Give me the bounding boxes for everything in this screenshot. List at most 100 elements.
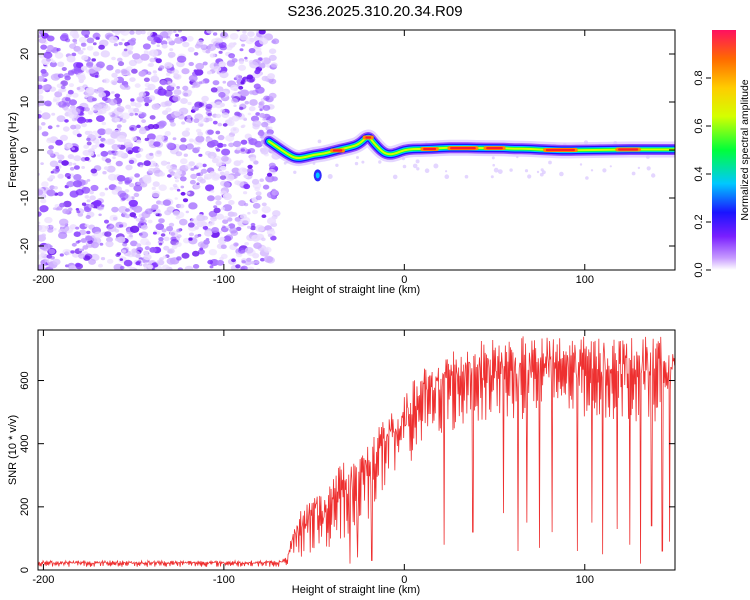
noise-blob [103,166,109,171]
noise-blob [73,155,82,162]
noise-blob [261,202,267,207]
noise-blob [99,191,106,197]
noise-blob [121,38,125,42]
noise-blob [147,124,155,130]
noise-speck [590,169,594,172]
noise-blob [222,219,229,225]
noise-blob [90,184,99,192]
noise-blob [67,89,74,95]
noise-blob [105,240,114,248]
noise-blob [118,42,123,46]
noise-blob [119,265,125,270]
noise-blob [149,57,156,63]
y-tick-label: -10 [19,190,31,206]
noise-blob [130,37,137,42]
noise-blob [164,61,173,69]
y-tick-label: 0 [19,567,31,573]
noise-blob [206,70,212,75]
noise-blob [101,204,105,207]
noise-blob [250,222,256,227]
noise-blob [219,171,225,176]
noise-speck [524,169,529,173]
noise-blob [221,148,231,156]
noise-blob [78,248,83,251]
noise-blob [143,77,150,83]
noise-blob [73,41,78,45]
noise-blob [263,255,273,263]
noise-blob [120,112,130,120]
noise-blob [254,260,260,264]
noise-speck [491,156,495,160]
noise-blob [244,59,249,62]
noise-blob [229,227,238,234]
spectrogram-y-ticks: -20 -10 0 10 20 [19,48,675,254]
noise-blob [252,120,262,128]
x-tick-label: 100 [576,574,594,586]
noise-blob [91,58,96,62]
noise-blob [51,112,56,116]
noise-blob [160,160,168,166]
noise-blob [147,167,156,174]
noise-blob [77,239,81,243]
noise-blob [161,44,168,49]
noise-blob [175,242,182,247]
noise-blob [48,248,56,255]
noise-blob [124,84,129,88]
noise-blob [92,130,98,135]
noise-blob [38,87,44,95]
noise-blob [114,30,120,36]
noise-speck [637,166,641,170]
noise-blob [133,205,143,213]
noise-blob [173,89,182,96]
noise-speck [356,156,359,159]
noise-blob [196,162,203,168]
noise-speck [631,171,636,176]
noise-speck [559,171,564,177]
noise-blob [143,254,152,261]
noise-blob [126,66,133,72]
x-tick-label: 0 [401,274,407,286]
noise-blob [247,164,253,169]
noise-blob [60,85,66,90]
noise-blob [216,259,225,266]
noise-blob [111,72,118,78]
noise-blob [170,232,176,236]
noise-blob [163,236,170,242]
noise-blob [231,95,235,98]
noise-blob [130,98,135,102]
noise-blob [197,233,202,237]
noise-blob [218,91,226,98]
noise-blob [239,159,244,164]
noise-blob [92,51,100,57]
noise-blob [207,195,215,202]
noise-blob [229,33,239,40]
noise-blob [130,101,137,107]
noise-blob [156,259,165,266]
noise-blob [230,126,240,134]
noise-blob [38,37,47,44]
noise-blob [76,87,81,90]
noise-blob [229,54,235,59]
noise-blob [49,61,58,68]
noise-blob [144,102,149,107]
noise-blob [196,39,204,45]
noise-blob [38,114,42,119]
noise-blob [241,43,246,47]
noise-blob [159,31,169,39]
noise-blob [46,137,52,142]
noise-blob [262,184,270,190]
noise-blob [73,174,82,181]
noise-blob [46,57,51,62]
noise-blob [164,209,172,216]
noise-blob [198,153,203,157]
noise-blob [143,50,149,54]
noise-blob [109,225,114,228]
noise-blob [254,140,263,148]
colorbar-tick-label: 0.2 [693,214,705,229]
noise-blob [231,58,238,63]
noise-blob [153,36,161,43]
noise-blob [114,77,119,82]
noise-blob [200,168,208,174]
noise-blob [195,135,205,143]
x-tick-label: -100 [213,274,235,286]
